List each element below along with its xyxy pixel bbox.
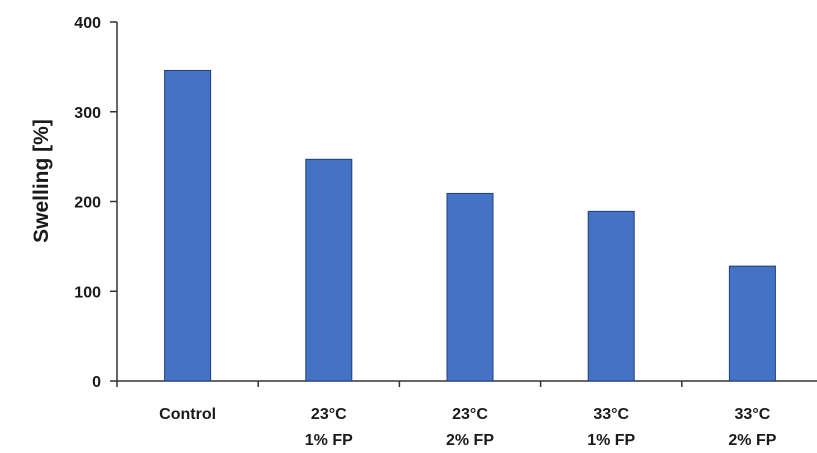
bar [587,210,635,382]
category-labels: Control 23°C 1% FP 23°C 2% FP 33°C 1% FP 33°C 2%… [159,406,777,449]
x-category-label: 23°C [311,406,347,423]
y-tick-label: 200 [74,195,101,212]
x-axis [116,380,817,387]
y-tick-label: 100 [74,284,101,301]
x-category-label: 2% FP [446,432,494,449]
x-category-label: 33°C [735,406,771,423]
x-category-label: 2% FP [728,432,776,449]
y-tick-label: 300 [74,105,101,122]
x-category-label: 33°C [593,406,629,423]
x-category-label: 1% FP [587,432,635,449]
y-axis: 0 100 200 300 400 [74,15,118,391]
bar [446,192,494,382]
y-tick-label: 0 [92,374,101,391]
bar [305,158,353,382]
bar-series [164,69,776,382]
x-category-label: Control [159,406,216,423]
bar [728,265,776,382]
y-tick-label: 400 [74,15,101,32]
bar [164,69,212,382]
x-category-label: 23°C [452,406,488,423]
y-axis-title: Swelling [%] [30,119,53,243]
x-category-label: 1% FP [305,432,353,449]
